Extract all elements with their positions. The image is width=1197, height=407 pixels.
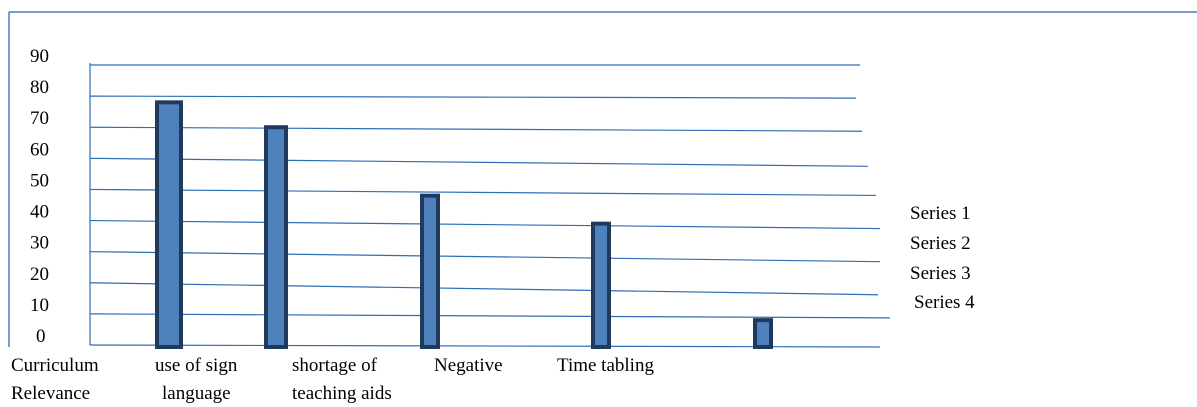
bar xyxy=(264,125,288,349)
gridline xyxy=(89,126,863,132)
x-category-label: teaching aids xyxy=(292,383,392,404)
y-tick-label: 20 xyxy=(30,264,49,285)
y-tick-label: 40 xyxy=(30,202,49,223)
bar xyxy=(420,193,440,349)
gridline xyxy=(89,157,869,167)
x-category-label: Time tabling xyxy=(557,355,654,376)
x-axis xyxy=(89,344,881,348)
y-tick-labels: 90 80 70 60 50 40 30 20 10 0 xyxy=(30,46,49,347)
legend-entry: Series 3 xyxy=(910,263,971,284)
gridline xyxy=(89,188,877,197)
y-tick-label: 70 xyxy=(30,108,49,129)
y-tick-label: 30 xyxy=(30,233,49,254)
gridlines xyxy=(89,64,891,319)
gridline xyxy=(89,282,879,296)
x-category-label: shortage of xyxy=(292,355,378,376)
gridline xyxy=(89,219,881,230)
frame-lines xyxy=(8,11,1197,347)
bars xyxy=(155,100,773,350)
x-category-labels: Curriculum Relevance use of sign language sh… xyxy=(11,355,654,404)
legend-entry: Series 2 xyxy=(910,233,971,254)
x-category-label: Curriculum xyxy=(11,355,99,376)
x-category-label: Negative xyxy=(434,355,503,376)
gridline xyxy=(89,95,857,99)
y-tick-label: 80 xyxy=(30,77,49,98)
bar xyxy=(155,100,183,350)
legend-entry: Series 1 xyxy=(910,203,971,224)
x-category-label: use of sign xyxy=(155,355,238,376)
y-tick-label: 0 xyxy=(36,326,46,347)
bar xyxy=(753,318,773,350)
gridline xyxy=(89,313,891,319)
y-tick-label: 60 xyxy=(30,139,49,160)
bar xyxy=(591,221,611,350)
y-tick-label: 10 xyxy=(30,295,49,316)
axes xyxy=(89,63,881,348)
y-tick-label: 90 xyxy=(30,46,49,67)
x-category-label: Relevance xyxy=(11,383,90,404)
gridline xyxy=(89,251,881,263)
y-tick-label: 50 xyxy=(30,170,49,191)
legend: Series 1 Series 2 Series 3 Series 4 xyxy=(910,203,975,313)
legend-entry: Series 4 xyxy=(914,292,975,313)
x-category-label: language xyxy=(162,383,231,404)
